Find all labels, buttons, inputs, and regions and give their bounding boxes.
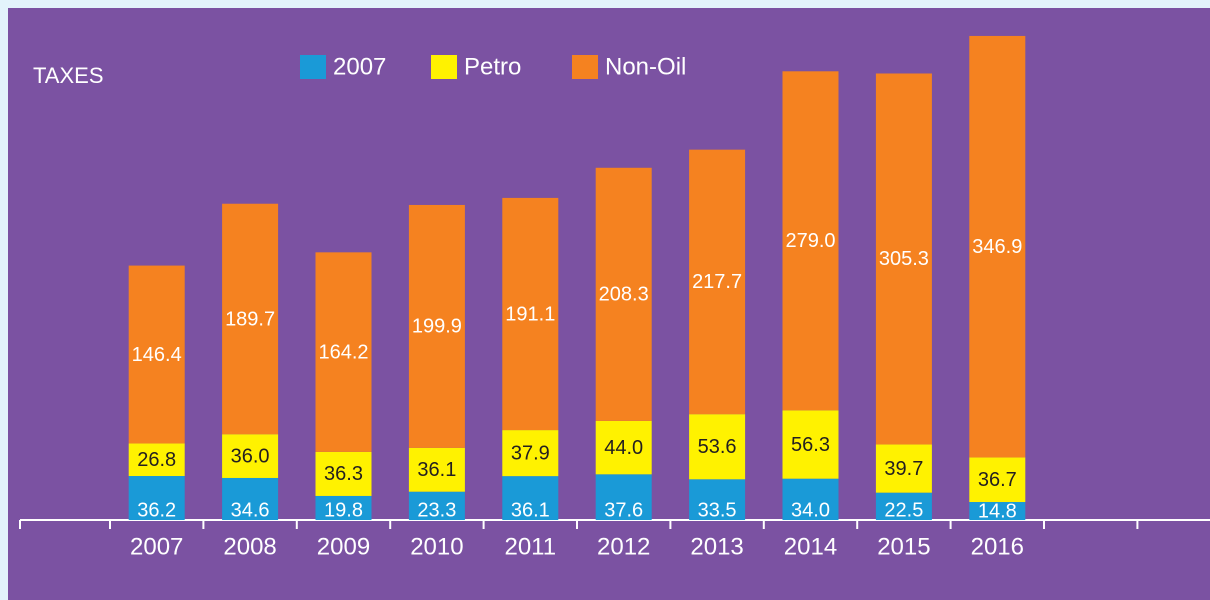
legend-swatch — [572, 55, 598, 79]
data-label: 36.2 — [137, 499, 176, 521]
bar-segment — [222, 203, 279, 435]
x-tick-label: 2010 — [410, 533, 463, 560]
bar-segment — [408, 447, 465, 492]
data-label: 19.8 — [324, 499, 363, 521]
data-label: 164.2 — [318, 341, 368, 363]
data-label: 36.1 — [511, 499, 550, 521]
data-label: 39.7 — [884, 458, 923, 480]
x-tick-label: 2016 — [971, 533, 1024, 560]
bar-segment — [128, 476, 185, 520]
bar-segment — [875, 492, 932, 520]
bar-segment — [315, 451, 372, 496]
legend-label: Petro — [464, 53, 521, 80]
bar-segment — [689, 479, 746, 520]
data-label: 37.6 — [604, 499, 643, 521]
data-label: 189.7 — [225, 308, 275, 330]
bar-segment — [875, 444, 932, 493]
x-tick-label: 2014 — [784, 533, 837, 560]
data-label: 208.3 — [599, 284, 649, 306]
legend-label: 2007 — [333, 53, 386, 80]
data-label: 44.0 — [604, 437, 643, 459]
data-label: 14.8 — [978, 500, 1017, 522]
bar-segment — [128, 443, 185, 477]
bar-segment — [502, 476, 559, 520]
bar-segment — [595, 167, 652, 421]
data-label: 36.0 — [231, 445, 270, 467]
bar-segment — [782, 410, 839, 479]
bar-segment — [502, 430, 559, 477]
x-tick-label: 2013 — [690, 533, 743, 560]
x-tick-label: 2007 — [130, 533, 183, 560]
legend-swatch — [300, 55, 326, 79]
bar-segment — [875, 73, 932, 445]
bar-segment — [689, 149, 746, 415]
bar-segment — [128, 265, 185, 444]
data-label: 37.9 — [511, 442, 550, 464]
bar-segment — [315, 252, 372, 452]
chart-title: TAXES — [33, 63, 104, 88]
bar-segment — [969, 502, 1026, 520]
bar-segment — [782, 478, 839, 520]
data-label: 56.3 — [791, 434, 830, 456]
bar-segment — [595, 474, 652, 520]
x-tick-label: 2011 — [504, 533, 556, 560]
data-label: 346.9 — [972, 236, 1022, 258]
data-label: 33.5 — [698, 499, 737, 521]
bar-segment — [969, 35, 1026, 458]
bar-segment — [315, 495, 372, 520]
x-tick-label: 2012 — [597, 533, 650, 560]
bar-segment — [595, 420, 652, 475]
data-label: 217.7 — [692, 271, 742, 293]
data-label: 23.3 — [417, 499, 456, 521]
data-label: 34.0 — [791, 499, 830, 521]
legend-label: Non-Oil — [605, 53, 686, 80]
bar-segment — [689, 414, 746, 480]
data-label: 26.8 — [137, 449, 176, 471]
data-label: 199.9 — [412, 316, 462, 338]
data-label: 279.0 — [785, 230, 835, 252]
data-label: 22.5 — [884, 499, 923, 521]
data-label: 36.1 — [417, 459, 456, 481]
legend-swatch — [431, 55, 457, 79]
bar-segment — [969, 457, 1026, 503]
bar-segment — [408, 491, 465, 520]
data-label: 191.1 — [505, 303, 555, 325]
bar-segment — [222, 434, 279, 478]
data-label: 53.6 — [698, 436, 737, 458]
bar-segment — [408, 204, 465, 448]
x-tick-label: 2008 — [223, 533, 276, 560]
data-label: 36.7 — [978, 469, 1017, 491]
data-label: 305.3 — [879, 248, 929, 270]
x-tick-label: 2009 — [317, 533, 370, 560]
bar-segment — [502, 197, 559, 431]
bar-segment — [782, 71, 839, 411]
data-label: 34.6 — [231, 499, 270, 521]
data-label: 36.3 — [324, 463, 363, 485]
bar-segment — [222, 477, 279, 520]
x-tick-label: 2015 — [877, 533, 930, 560]
data-label: 146.4 — [132, 344, 182, 366]
